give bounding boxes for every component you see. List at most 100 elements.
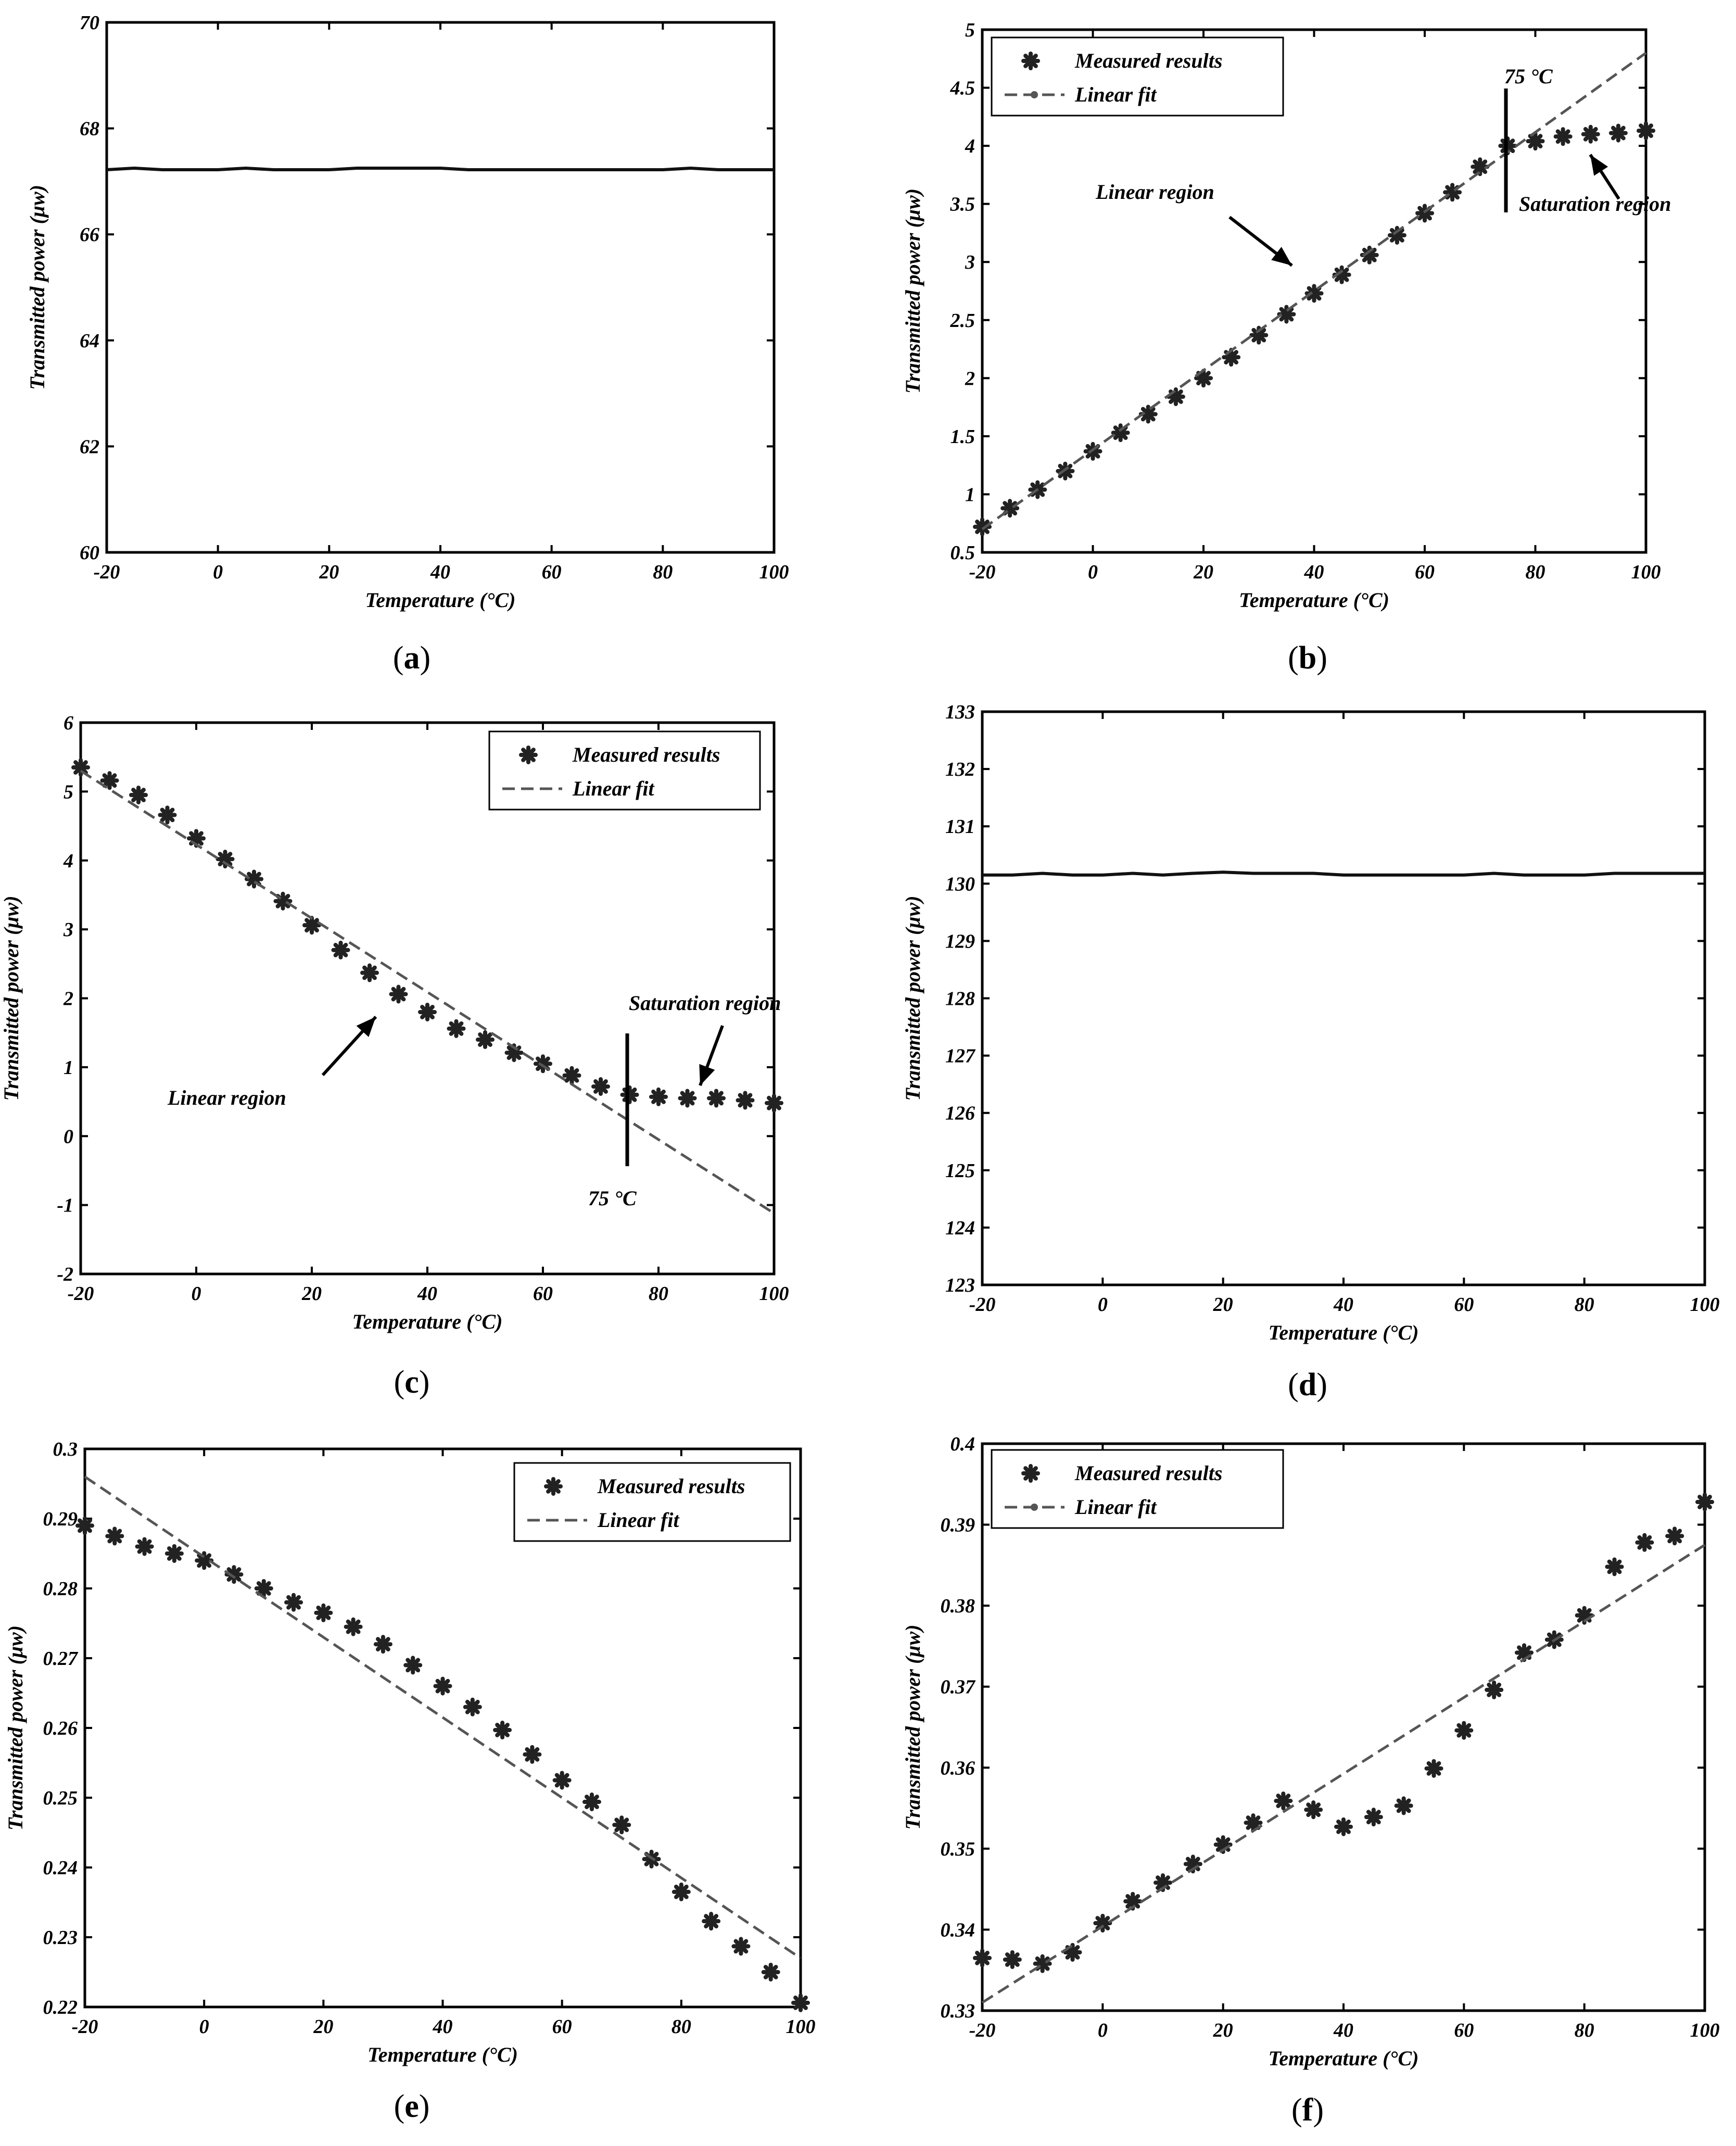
annotation-threshold: 75 °C <box>588 1186 637 1210</box>
y-tick-label: 66 <box>80 224 99 246</box>
data-point <box>707 1089 726 1108</box>
data-point <box>418 1002 437 1021</box>
y-tick-label: 0.4 <box>951 1433 975 1455</box>
data-point <box>1123 1891 1143 1911</box>
data-point <box>765 1093 783 1113</box>
y-tick-label: 1.5 <box>951 426 975 448</box>
y-tick-label: 123 <box>945 1274 975 1296</box>
y-tick-label: 128 <box>945 988 975 1010</box>
x-tick-label: -20 <box>969 2019 996 2041</box>
data-point <box>331 940 350 960</box>
data-point <box>1424 1759 1443 1778</box>
y-tick-label: 0.36 <box>941 1757 975 1779</box>
data-point <box>620 1085 639 1104</box>
linear-fit-line <box>981 52 1647 531</box>
x-tick-label: -20 <box>72 2016 98 2038</box>
y-tick-label: 5 <box>64 781 73 803</box>
x-tick-label: -20 <box>969 1294 996 1316</box>
y-tick-label: 62 <box>80 436 99 458</box>
data-point <box>1093 1913 1112 1933</box>
x-tick-label: 40 <box>1333 2019 1353 2041</box>
x-tick-label: -20 <box>68 1283 94 1305</box>
x-axis-label: Temperature (°C) <box>1269 2047 1419 2070</box>
data-point <box>493 1721 512 1740</box>
x-tick-label: 20 <box>1193 561 1213 583</box>
y-tick-label: 127 <box>945 1045 976 1067</box>
y-tick-label: 0.28 <box>43 1578 78 1600</box>
x-tick-label: -20 <box>969 561 996 583</box>
y-tick-label: 1 <box>965 484 975 506</box>
x-tick-label: 20 <box>301 1283 322 1305</box>
data-point <box>1304 284 1324 303</box>
y-axis-label: Transmitted power (μw) <box>901 1624 924 1829</box>
data-point <box>447 1019 466 1038</box>
data-point <box>476 1030 495 1049</box>
x-tick-label: 20 <box>319 561 339 583</box>
annotation-linear-region: Linear region <box>167 1086 286 1109</box>
panel-caption: (d) <box>1288 1367 1327 1403</box>
x-tick-label: 60 <box>1454 1294 1474 1316</box>
y-tick-label: 4 <box>965 135 975 157</box>
y-tick-label: 2 <box>965 368 975 389</box>
legend-label-measured: Measured results <box>1074 1461 1222 1485</box>
data-point <box>105 1526 124 1546</box>
annotation-arrow-linear <box>321 1015 377 1077</box>
data-point <box>1526 132 1545 151</box>
y-tick-label: 4 <box>63 850 73 872</box>
data-point <box>1608 123 1628 143</box>
data-point <box>254 1579 273 1598</box>
panel-caption-letter: c <box>404 1365 419 1400</box>
x-tick-label: 100 <box>759 1283 789 1305</box>
y-tick-label: 68 <box>80 118 99 140</box>
data-point <box>1553 127 1573 146</box>
data-point <box>1635 1533 1654 1552</box>
y-tick-label: 2 <box>63 988 73 1010</box>
legend: Measured results Linear fit <box>991 1449 1284 1529</box>
chart-panel-a: -20 0 20 40 60 80 100 60 62 64 66 68 70 Temperature (… <box>26 12 789 676</box>
data-point <box>403 1656 423 1675</box>
legend-marker-icon <box>544 1477 563 1496</box>
y-tick-label: 0.26 <box>43 1718 78 1739</box>
data-point <box>389 984 408 1004</box>
data-point <box>523 1745 542 1764</box>
data-point <box>75 1516 94 1535</box>
data-point <box>582 1792 601 1812</box>
annotation-threshold: 75 °C <box>1504 65 1553 88</box>
y-axis-label: Transmitted power (μw) <box>901 188 924 394</box>
data-point <box>731 1937 751 1956</box>
y-tick-label: -2 <box>57 1264 73 1285</box>
legend: Measured results Linear fit <box>513 1462 791 1542</box>
data-point <box>158 805 177 825</box>
legend-label-measured: Measured results <box>1074 49 1222 72</box>
data-point <box>1581 124 1600 144</box>
data-point <box>129 785 148 804</box>
data-point <box>612 1815 631 1835</box>
annotation-linear-region: Linear region <box>1095 180 1214 204</box>
y-tick-label: 0.23 <box>43 1927 78 1949</box>
data-point <box>1334 1817 1353 1836</box>
data-point <box>463 1697 482 1716</box>
y-tick-label: 0.35 <box>941 1838 975 1860</box>
y-tick-label: 6 <box>64 712 73 734</box>
y-tick-label: 0.33 <box>941 2000 975 2022</box>
data-point <box>1485 1680 1504 1699</box>
data-point <box>373 1635 392 1654</box>
legend-marker-icon <box>519 746 538 764</box>
data-point <box>1194 369 1213 388</box>
x-tick-label: 60 <box>1454 2019 1474 2041</box>
panel-caption-letter: e <box>404 2089 419 2124</box>
panel-caption-letter: a <box>404 640 420 676</box>
x-tick-label: 40 <box>1304 561 1324 583</box>
legend-fit-dot-icon <box>1031 91 1038 98</box>
legend-box <box>991 36 1284 117</box>
y-tick-label: 0.38 <box>941 1595 975 1617</box>
data-point <box>973 1948 992 1967</box>
y-tick-label: 0.22 <box>43 1997 78 2018</box>
y-tick-label: 0.37 <box>941 1676 977 1698</box>
x-tick-label: 20 <box>1213 2019 1233 2041</box>
y-tick-label: 125 <box>945 1160 975 1182</box>
legend: Measured results Linear fit <box>488 730 761 811</box>
legend-label-fit: Linear fit <box>1074 1495 1158 1519</box>
